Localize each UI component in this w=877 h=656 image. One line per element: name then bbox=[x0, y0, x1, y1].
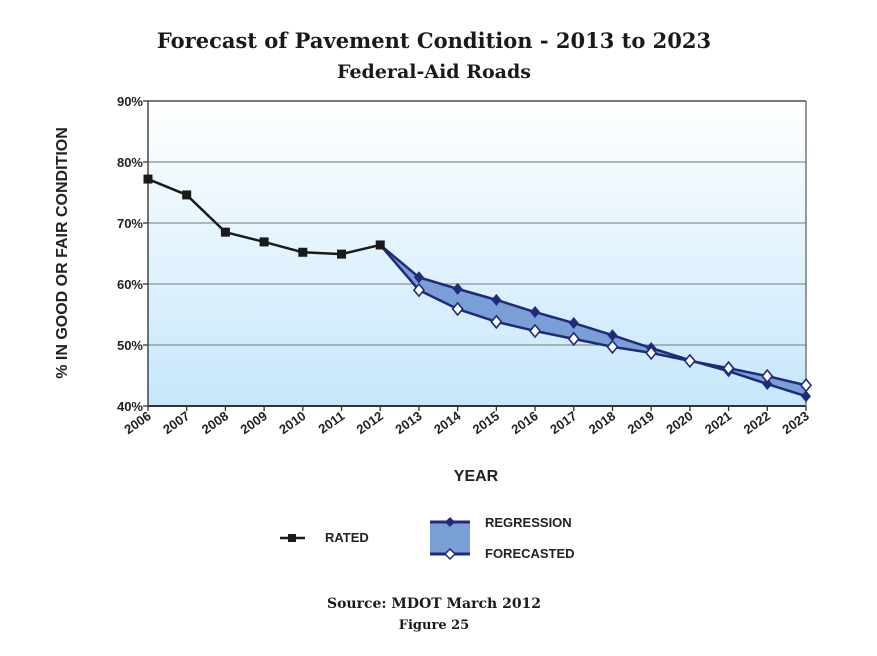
x-tick-label: 2008 bbox=[199, 408, 231, 437]
x-tick-label: 2020 bbox=[663, 408, 695, 437]
series bbox=[143, 174, 813, 403]
rated-point bbox=[298, 247, 308, 257]
source-caption: Source: MDOT March 2012 bbox=[327, 596, 541, 612]
legend-forecasted-marker bbox=[443, 547, 457, 561]
y-tick-label: 80% bbox=[117, 155, 143, 170]
forecasted-point bbox=[761, 368, 774, 384]
x-axis-label: YEAR bbox=[454, 468, 499, 485]
figure-caption: Figure 25 bbox=[399, 618, 469, 633]
x-tick-label: 2012 bbox=[354, 408, 386, 437]
legend-item-rated: RATED bbox=[280, 530, 369, 545]
legend-rated-label: RATED bbox=[325, 530, 369, 545]
y-tick-label: 90% bbox=[117, 94, 143, 109]
x-tick-label: 2013 bbox=[392, 408, 424, 437]
forecast-band bbox=[380, 244, 806, 397]
x-tick-label: 2009 bbox=[238, 408, 270, 437]
plot-area bbox=[148, 101, 806, 406]
forecasted-point bbox=[645, 345, 658, 361]
x-tick-label: 2011 bbox=[316, 408, 348, 436]
chart-subtitle: Federal-Aid Roads bbox=[337, 61, 531, 83]
rated-point bbox=[220, 227, 230, 237]
rated-point bbox=[375, 240, 385, 250]
regression-point bbox=[491, 293, 502, 306]
band-area bbox=[380, 244, 806, 397]
forecasted-point bbox=[451, 301, 464, 317]
rated-point bbox=[337, 249, 347, 259]
chart-title: Forecast of Pavement Condition - 2013 to… bbox=[157, 28, 711, 53]
y-tick-label: 50% bbox=[117, 338, 143, 353]
legend-regression-label: REGRESSION bbox=[485, 515, 572, 530]
regression-line bbox=[379, 244, 807, 398]
forecasted-point bbox=[799, 378, 813, 393]
y-tick-label: 70% bbox=[117, 216, 143, 231]
x-tick-labels: 2006 2007 2008 2009 2010 2011 2012 2013 2014 2015… bbox=[121, 408, 811, 437]
forecasted-point bbox=[606, 339, 619, 355]
regression-point bbox=[530, 306, 541, 319]
x-tick-label: 2021 bbox=[702, 408, 734, 437]
x-tick-label: 2019 bbox=[625, 408, 657, 437]
forecasted-line bbox=[379, 244, 807, 387]
legend-regression-marker bbox=[445, 517, 455, 527]
legend-forecasted-label: FORECASTED bbox=[485, 546, 575, 561]
regression-point bbox=[607, 329, 618, 342]
x-tick-label: 2018 bbox=[586, 408, 618, 437]
x-tick-label: 2016 bbox=[508, 408, 540, 437]
regression-point bbox=[452, 282, 463, 295]
legend-item-band: REGRESSION FORECASTED bbox=[430, 515, 575, 561]
forecasted-point bbox=[529, 323, 542, 339]
regression-point bbox=[413, 271, 424, 284]
forecasted-point bbox=[567, 331, 580, 347]
x-tick-label: 2014 bbox=[431, 408, 464, 437]
x-tick-label: 2015 bbox=[470, 408, 502, 437]
forecasted-point bbox=[722, 360, 735, 376]
legend-rated-marker bbox=[288, 534, 296, 542]
legend: RATED REGRESSION FORECASTED bbox=[280, 515, 575, 561]
rated-point bbox=[259, 237, 269, 247]
x-tick-label: 2010 bbox=[276, 408, 308, 437]
x-tick-label: 2007 bbox=[160, 408, 192, 437]
rated-point bbox=[182, 190, 192, 200]
y-tick-label: 60% bbox=[117, 277, 143, 292]
regression-point bbox=[801, 390, 811, 403]
rated-point bbox=[143, 174, 153, 184]
x-tick-label: 2022 bbox=[741, 408, 773, 437]
forecasted-point bbox=[490, 314, 503, 330]
forecasted-point bbox=[412, 282, 425, 298]
regression-point bbox=[568, 317, 579, 330]
y-tick-labels: 40% 50% 60% 70% 80% 90% bbox=[117, 94, 143, 414]
regression-point bbox=[762, 378, 773, 391]
x-tick-label: 2017 bbox=[547, 408, 579, 437]
forecasted-point bbox=[683, 353, 696, 369]
x-tick-label: 2023 bbox=[779, 408, 811, 437]
y-tick-label: 40% bbox=[117, 399, 143, 414]
axes bbox=[143, 100, 807, 411]
y-axis-label: % IN GOOD OR FAIR CONDITION bbox=[54, 127, 71, 379]
